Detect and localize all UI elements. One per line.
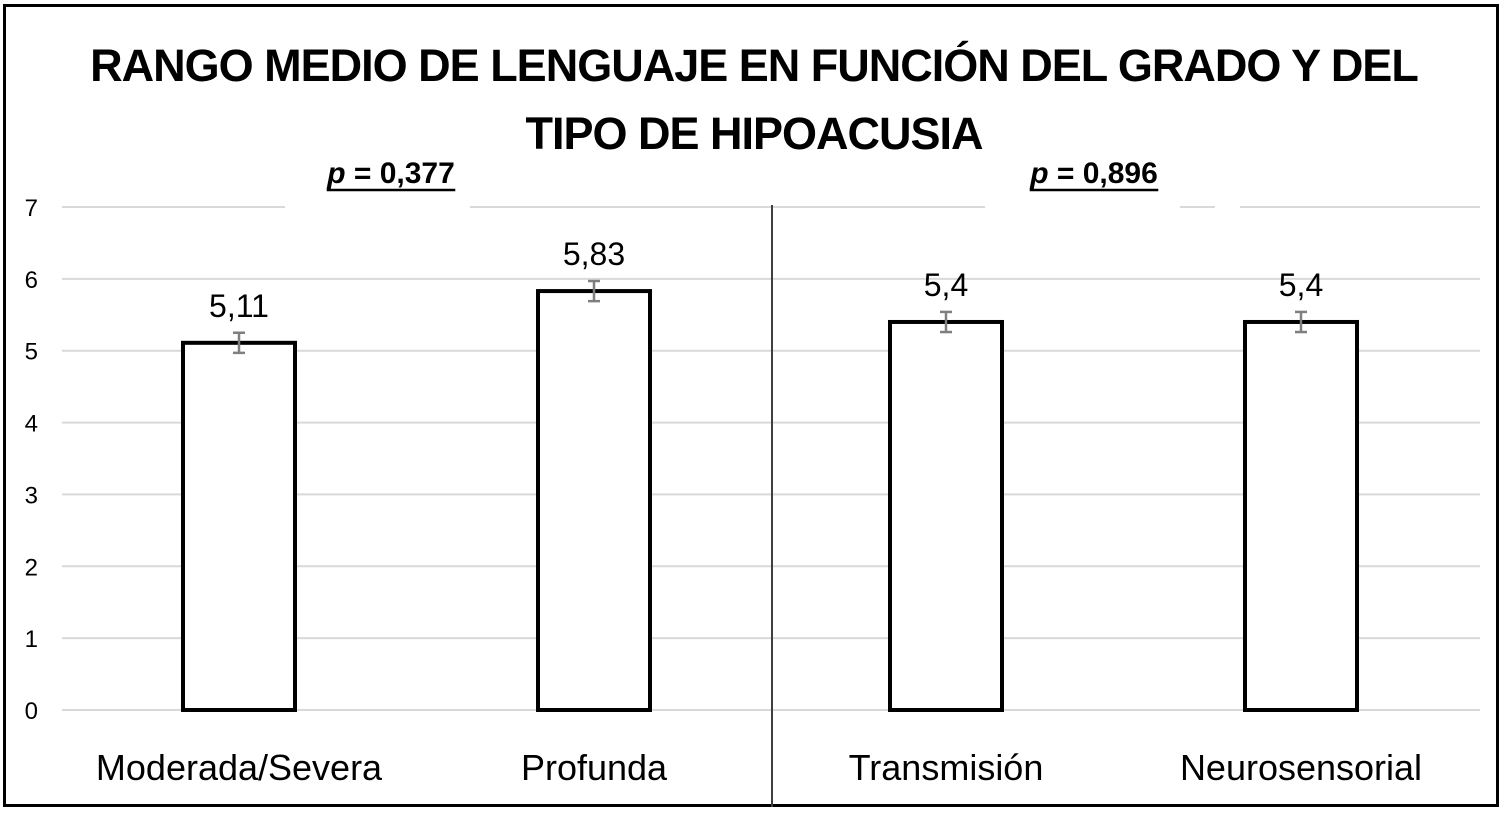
y-tick-label: 5 bbox=[25, 339, 38, 366]
y-axis-ticks: 0 1 2 3 4 5 6 7 bbox=[25, 195, 38, 725]
y-tick-label: 7 bbox=[25, 195, 38, 222]
y-tick-label: 4 bbox=[25, 411, 38, 438]
category-label: Profunda bbox=[521, 747, 668, 788]
data-label: 5,4 bbox=[1279, 267, 1323, 303]
p-value-number: = 0,377 bbox=[346, 157, 455, 190]
bar bbox=[536, 289, 652, 712]
category-label: Moderada/Severa bbox=[96, 747, 383, 788]
y-tick-label: 3 bbox=[25, 482, 38, 509]
chart-title-line-2: TIPO DE HIPOACUSIA bbox=[525, 108, 983, 159]
bars bbox=[181, 279, 1359, 712]
category-label: Transmisión bbox=[849, 747, 1044, 788]
chart-title-line-1: RANGO MEDIO DE LENGUAJE EN FUNCIÓN DEL G… bbox=[90, 40, 1419, 91]
category-label: Neurosensorial bbox=[1180, 747, 1422, 788]
bar bbox=[1243, 319, 1359, 712]
labels: 5,11 Moderada/Severa 5,83 Profunda 5,4 Transm… bbox=[96, 157, 1422, 788]
data-label: 5,83 bbox=[563, 236, 625, 272]
p-value-label: p = 0,896 bbox=[1029, 157, 1158, 190]
y-tick-label: 2 bbox=[25, 554, 38, 581]
bar bbox=[888, 319, 1004, 712]
p-value-number: = 0,896 bbox=[1049, 157, 1158, 190]
data-label: 5,4 bbox=[924, 267, 968, 303]
bar bbox=[181, 340, 297, 712]
y-tick-label: 0 bbox=[25, 698, 38, 725]
y-tick-label: 6 bbox=[25, 267, 38, 294]
data-label: 5,11 bbox=[209, 288, 269, 324]
p-value-symbol: p bbox=[1029, 157, 1048, 190]
p-value-symbol: p bbox=[326, 157, 345, 190]
y-tick-label: 1 bbox=[25, 626, 38, 653]
p-value-label: p = 0,377 bbox=[326, 157, 455, 190]
